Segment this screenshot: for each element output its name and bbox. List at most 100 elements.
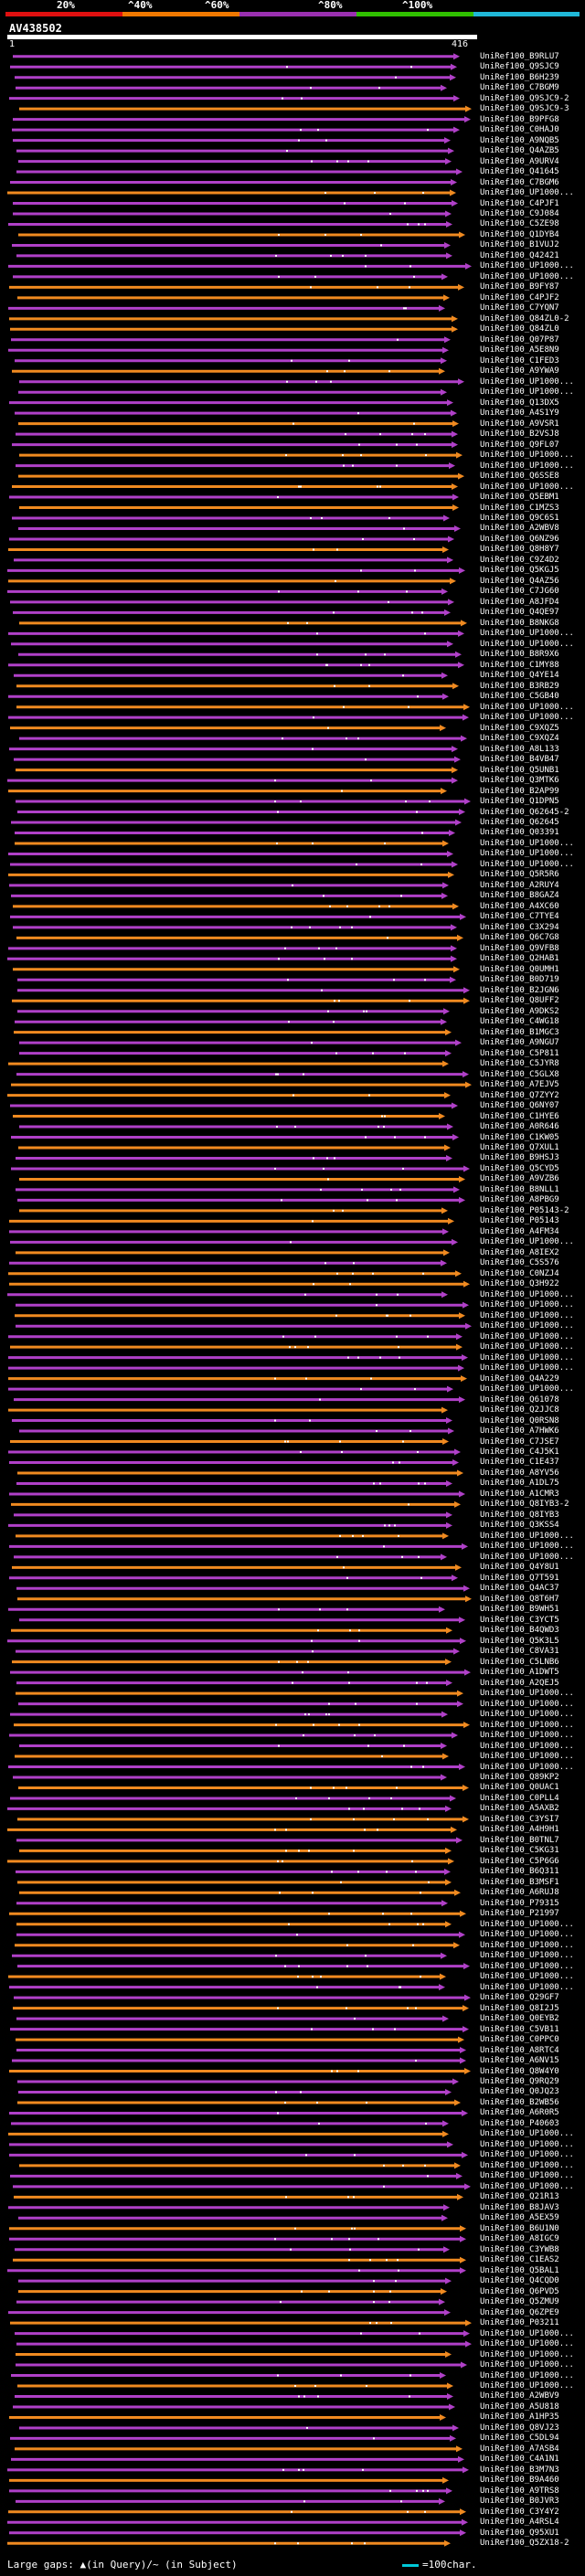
- hit-label-link[interactable]: UniRef100_B4VB47: [480, 755, 559, 765]
- hit-label-link[interactable]: UniRef100_UP1000...: [480, 2160, 574, 2170]
- hit-label-link[interactable]: UniRef100_C9Z4D2: [480, 555, 559, 565]
- hit-label-link[interactable]: UniRef100_Q41645: [480, 167, 559, 177]
- hit-label-link[interactable]: UniRef100_C5S576: [480, 1258, 559, 1268]
- hit-label-link[interactable]: UniRef100_C3Y4Y2: [480, 2507, 559, 2517]
- hit-label-link[interactable]: UniRef100_A5E8N9: [480, 345, 559, 355]
- hit-label-link[interactable]: UniRef100_C4J5K1: [480, 1447, 559, 1457]
- hit-label-link[interactable]: UniRef100_A8IGC9: [480, 2234, 559, 2244]
- hit-label-link[interactable]: UniRef100_Q5K3L5: [480, 1636, 559, 1646]
- hit-label-link[interactable]: UniRef100_UP1000...: [480, 1531, 574, 1541]
- hit-label-link[interactable]: UniRef100_UP1000...: [480, 629, 574, 639]
- hit-label-link[interactable]: UniRef100_C1MZS3: [480, 503, 559, 513]
- hit-label-link[interactable]: UniRef100_A8RTC4: [480, 2045, 559, 2055]
- hit-label-link[interactable]: UniRef100_UP1000...: [480, 1289, 574, 1299]
- hit-label-link[interactable]: UniRef100_B1MGC3: [480, 1027, 559, 1037]
- hit-label-link[interactable]: UniRef100_Q9SJC9-3: [480, 104, 569, 114]
- hit-label-link[interactable]: UniRef100_Q7T591: [480, 1573, 559, 1583]
- hit-label-link[interactable]: UniRef100_UP1000...: [480, 461, 574, 471]
- hit-label-link[interactable]: UniRef100_UP1000...: [480, 1982, 574, 1992]
- hit-label-link[interactable]: UniRef100_UP1000...: [480, 713, 574, 723]
- hit-label-link[interactable]: UniRef100_C4PJF2: [480, 292, 559, 302]
- hit-label-link[interactable]: UniRef100_C9XQZ5: [480, 723, 559, 733]
- hit-label-link[interactable]: UniRef100_P05143: [480, 1216, 559, 1226]
- hit-label-link[interactable]: UniRef100_C7JG60: [480, 587, 559, 597]
- hit-label-link[interactable]: UniRef100_Q8H8Y7: [480, 545, 559, 555]
- hit-label-link[interactable]: UniRef100_C0PLL4: [480, 1793, 559, 1803]
- hit-label-link[interactable]: UniRef100_A4RSL4: [480, 2518, 559, 2528]
- hit-label-link[interactable]: UniRef100_UP1000...: [480, 261, 574, 271]
- hit-label-link[interactable]: UniRef100_UP1000...: [480, 1710, 574, 1720]
- hit-label-link[interactable]: UniRef100_Q8T6H7: [480, 1594, 559, 1604]
- hit-label-link[interactable]: UniRef100_UP1000...: [480, 2328, 574, 2338]
- hit-label-link[interactable]: UniRef100_A8YV56: [480, 1468, 559, 1478]
- hit-label-link[interactable]: UniRef100_C3YSI7: [480, 1814, 559, 1824]
- hit-label-link[interactable]: UniRef100_Q62645-2: [480, 807, 569, 817]
- hit-label-link[interactable]: UniRef100_B3M7N3: [480, 2465, 559, 2475]
- hit-label-link[interactable]: UniRef100_A8JFD4: [480, 597, 559, 607]
- hit-label-link[interactable]: UniRef100_B3MSF1: [480, 1877, 559, 1887]
- hit-label-link[interactable]: UniRef100_UP1000...: [480, 1552, 574, 1562]
- hit-label-link[interactable]: UniRef100_A1DL75: [480, 1479, 559, 1489]
- hit-label-link[interactable]: UniRef100_UP1000...: [480, 2181, 574, 2191]
- hit-label-link[interactable]: UniRef100_Q8I2J5: [480, 2003, 559, 2013]
- hit-label-link[interactable]: UniRef100_B9A460: [480, 2475, 559, 2486]
- hit-label-link[interactable]: UniRef100_Q4AZB5: [480, 146, 559, 156]
- hit-label-link[interactable]: UniRef100_A4S1Y9: [480, 408, 559, 419]
- hit-label-link[interactable]: UniRef100_UP1000...: [480, 1342, 574, 1352]
- hit-label-link[interactable]: UniRef100_A9VZB6: [480, 1174, 559, 1184]
- hit-label-link[interactable]: UniRef100_Q0RSN8: [480, 1415, 559, 1426]
- hit-label-link[interactable]: UniRef100_C4WG18: [480, 1017, 559, 1027]
- hit-label-link[interactable]: UniRef100_A8L133: [480, 744, 559, 754]
- hit-label-link[interactable]: UniRef100_Q0EYB2: [480, 2014, 559, 2024]
- hit-label-link[interactable]: UniRef100_UP1000...: [480, 1689, 574, 1699]
- hit-label-link[interactable]: UniRef100_Q9VFB8: [480, 943, 559, 953]
- hit-label-link[interactable]: UniRef100_P03211: [480, 2318, 559, 2328]
- hit-label-link[interactable]: UniRef100_UP1000...: [480, 482, 574, 492]
- hit-label-link[interactable]: UniRef100_UP1000...: [480, 639, 574, 649]
- hit-label-link[interactable]: UniRef100_B2WB56: [480, 2097, 559, 2107]
- hit-label-link[interactable]: UniRef100_UP1000...: [480, 838, 574, 848]
- hit-label-link[interactable]: UniRef100_Q6C7G8: [480, 933, 559, 943]
- hit-label-link[interactable]: UniRef100_B2AP99: [480, 786, 559, 796]
- hit-label-link[interactable]: UniRef100_A7ASB4: [480, 2443, 559, 2454]
- hit-label-link[interactable]: UniRef100_Q07P87: [480, 334, 559, 345]
- hit-label-link[interactable]: UniRef100_Q3MTK6: [480, 776, 559, 786]
- hit-label-link[interactable]: UniRef100_Q2HAB1: [480, 954, 559, 964]
- hit-label-link[interactable]: UniRef100_UP1000...: [480, 1752, 574, 1762]
- hit-label-link[interactable]: UniRef100_Q4AZ56: [480, 576, 559, 586]
- hit-label-link[interactable]: UniRef100_Q8W4Y0: [480, 2066, 559, 2076]
- hit-label-link[interactable]: UniRef100_A1HP35: [480, 2412, 559, 2422]
- hit-label-link[interactable]: UniRef100_Q5ZX18-2: [480, 2539, 569, 2549]
- hit-label-link[interactable]: UniRef100_UP1000...: [480, 2139, 574, 2149]
- hit-label-link[interactable]: UniRef100_A4FM34: [480, 1226, 559, 1236]
- hit-label-link[interactable]: UniRef100_A9YWA9: [480, 366, 559, 376]
- hit-label-link[interactable]: UniRef100_C1HYE6: [480, 1111, 559, 1121]
- hit-label-link[interactable]: UniRef100_Q8VJ23: [480, 2422, 559, 2433]
- hit-label-link[interactable]: UniRef100_C5P6G6: [480, 1856, 559, 1866]
- hit-label-link[interactable]: UniRef100_B8R9X6: [480, 650, 559, 660]
- hit-label-link[interactable]: UniRef100_Q5ZMU9: [480, 2297, 559, 2307]
- hit-label-link[interactable]: UniRef100_Q5CYD5: [480, 1163, 559, 1173]
- hit-label-link[interactable]: UniRef100_A8PBG9: [480, 1195, 559, 1205]
- hit-label-link[interactable]: UniRef100_Q84ZL0-2: [480, 313, 569, 323]
- hit-label-link[interactable]: UniRef100_UP1000...: [480, 271, 574, 281]
- hit-label-link[interactable]: UniRef100_Q4AC37: [480, 1584, 559, 1594]
- hit-label-link[interactable]: UniRef100_C1E437: [480, 1458, 559, 1468]
- hit-label-link[interactable]: UniRef100_C7BGM6: [480, 177, 559, 187]
- hit-label-link[interactable]: UniRef100_Q7XUL1: [480, 1142, 559, 1152]
- hit-label-link[interactable]: UniRef100_C9XQZ4: [480, 734, 559, 744]
- hit-label-link[interactable]: UniRef100_UP1000...: [480, 451, 574, 461]
- hit-label-link[interactable]: UniRef100_A5EX59: [480, 2213, 559, 2223]
- hit-label-link[interactable]: UniRef100_B8JAV3: [480, 2202, 559, 2212]
- hit-label-link[interactable]: UniRef100_UP1000...: [480, 1331, 574, 1341]
- hit-label-link[interactable]: UniRef100_A9DKS2: [480, 1006, 559, 1016]
- hit-label-link[interactable]: UniRef100_UP1000...: [480, 1699, 574, 1709]
- hit-label-link[interactable]: UniRef100_UP1000...: [480, 188, 574, 198]
- hit-label-link[interactable]: UniRef100_Q42421: [480, 250, 559, 260]
- hit-label-link[interactable]: UniRef100_C5GB40: [480, 692, 559, 702]
- hit-label-link[interactable]: UniRef100_A0R646: [480, 1122, 559, 1132]
- hit-label-link[interactable]: UniRef100_A5U818: [480, 2401, 559, 2412]
- hit-label-link[interactable]: UniRef100_B3RB29: [480, 681, 559, 691]
- hit-label-link[interactable]: UniRef100_Q9RQ29: [480, 2076, 559, 2086]
- hit-label-link[interactable]: UniRef100_UP1000...: [480, 1237, 574, 1247]
